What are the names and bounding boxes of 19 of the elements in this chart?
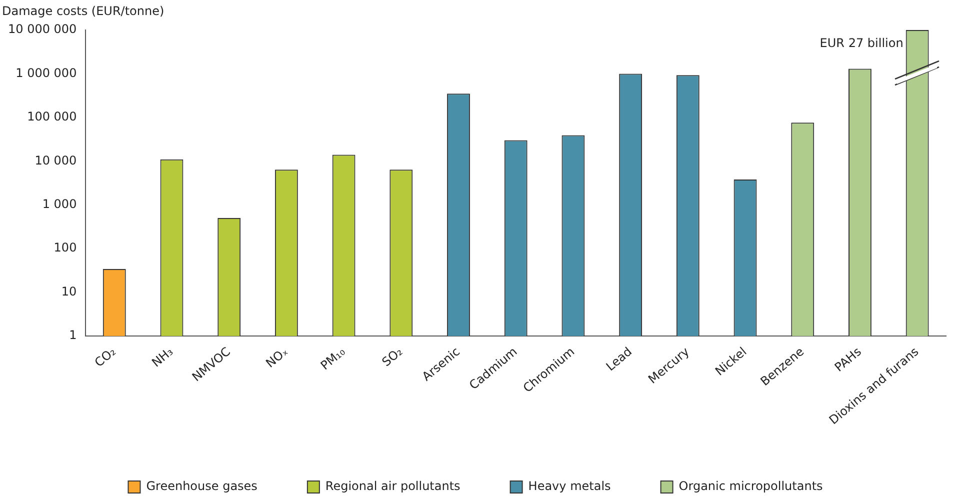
x-tick-label: PM₁₀ — [318, 344, 348, 373]
y-tick-label: 100 000 — [27, 110, 77, 124]
y-tick-label: 10 000 — [34, 153, 77, 168]
x-tick-label: NH₃ — [149, 344, 176, 370]
y-tick-label: 10 000 000 — [8, 22, 77, 36]
legend-label: Heavy metals — [528, 479, 611, 494]
y-axis-title: Damage costs (EUR/tonne) — [2, 4, 164, 18]
legend-label: Regional air pollutants — [325, 479, 460, 494]
x-tick-label: CO₂ — [92, 344, 118, 370]
x-tick-label: SO₂ — [379, 344, 406, 370]
y-tick-label: 1 000 000 — [16, 66, 77, 80]
legend-label: Greenhouse gases — [146, 479, 258, 494]
y-tick-label: 1 000 — [42, 196, 77, 211]
y-tick-label: 10 — [61, 284, 77, 298]
legend-label: Organic micropollutants — [678, 479, 823, 494]
y-tick-label: 1 — [69, 328, 77, 342]
annotation: EUR 27 billion — [820, 36, 904, 50]
x-tick-label: NOₓ — [263, 344, 290, 370]
y-tick-label: 100 — [54, 240, 77, 255]
